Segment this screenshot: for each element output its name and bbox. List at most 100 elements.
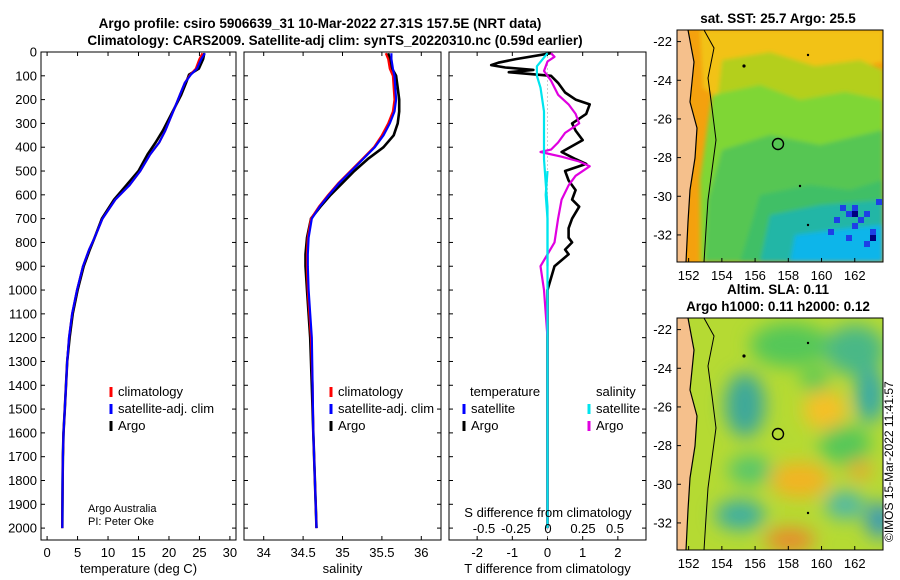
title-line-1: Argo profile: csiro 5906639_31 10-Mar-20… — [99, 16, 542, 31]
y-tick-label: 1500 — [8, 402, 37, 417]
y-tick-label: 1700 — [8, 449, 37, 464]
series-line-satellite-adj-clim — [61, 52, 206, 529]
sla-map-title-2: Argo h1000: 0.11 h2000: 0.12 — [686, 299, 870, 314]
argo-location-marker — [771, 427, 785, 441]
y-tick-label: 600 — [15, 187, 37, 202]
difference-panel: -2 -1 0 1 2T difference from climatology — [448, 51, 647, 576]
x-tick-label: 160 — [811, 556, 833, 571]
s-diff-ticks: -0.5 -0.25 0 0.25 0.5 — [473, 521, 624, 536]
series-line-salinity-argo — [539, 52, 591, 529]
y-tick-label: 1900 — [8, 497, 37, 512]
y-tick-label: 1400 — [8, 378, 37, 393]
y-tick-label: 500 — [15, 164, 37, 179]
australia-coast-land — [677, 318, 697, 550]
x-tick-label: 152 — [678, 556, 700, 571]
s-diff-axis-label: S difference from climatology — [464, 505, 632, 520]
s-tick: 0 — [544, 521, 551, 536]
x-tick-label: 25 — [192, 545, 206, 560]
y-tick-label: -24 — [653, 73, 672, 88]
s-tick: 0.25 — [570, 521, 595, 536]
x-tick-label: 1 — [579, 545, 586, 560]
y-tick-label: 800 — [15, 235, 37, 250]
s-tick: -0.5 — [473, 521, 495, 536]
x-tick-label: 160 — [811, 268, 833, 283]
x-tick-label: 158 — [777, 556, 799, 571]
sst-map — [677, 30, 883, 262]
y-tick-label: -26 — [653, 111, 672, 126]
legend-argo-label: Argo — [118, 418, 145, 433]
series-line-satellite-adj-clim — [306, 53, 398, 529]
s-tick: -0.25 — [501, 521, 531, 536]
x-axis-label: temperature (deg C) — [80, 561, 197, 576]
y-tick-label: -26 — [653, 399, 672, 414]
salinity-legend: climatology satellite-adj. clim Argo — [329, 384, 434, 433]
x-tick-label: 154 — [711, 556, 733, 571]
sst-map-axes: 152 154 156 158 160 162 -22 -24 -26 -28 -30 -32 — [653, 34, 865, 283]
legend-argo-label: Argo — [338, 418, 365, 433]
x-tick-label: -1 — [507, 545, 519, 560]
y-tick-label: -24 — [653, 361, 672, 376]
x-tick-label: 20 — [162, 545, 176, 560]
x-tick-label: 35.5 — [369, 545, 394, 560]
y-tick-label: -30 — [653, 477, 672, 492]
sla-map — [677, 318, 883, 550]
legend-temp-argo-label: Argo — [471, 418, 498, 433]
x-tick-label: 0 — [43, 545, 50, 560]
series-line-salinity-satellite — [544, 170, 549, 267]
difference-legend: temperature satellite Argo salinity sate… — [462, 384, 640, 433]
y-tick-label: 1100 — [9, 306, 37, 321]
y-tick-label: -22 — [653, 34, 672, 49]
y-tick-label: -22 — [653, 322, 672, 337]
plot-frame — [243, 51, 442, 541]
x-tick-label: 5 — [74, 545, 81, 560]
x-tick-label: 154 — [711, 268, 733, 283]
y-tick-label: 1300 — [8, 354, 37, 369]
australia-coast-land — [677, 30, 697, 262]
y-tick-label: -32 — [653, 227, 672, 242]
x-tick-label: -2 — [471, 545, 483, 560]
y-tick-label: -30 — [653, 189, 672, 204]
legend-satellite-label: satellite-adj. clim — [118, 401, 214, 416]
legend-climatology-label: climatology — [338, 384, 404, 399]
y-tick-label: 1800 — [8, 473, 37, 488]
legend-temp-satellite-label: satellite — [471, 401, 515, 416]
x-tick-label: 34 — [256, 545, 270, 560]
temperature-legend: climatology satellite-adj. clim Argo — [109, 384, 214, 433]
x-tick-label: 35 — [335, 545, 349, 560]
title-line-2: Climatology: CARS2009. Satellite-adj cli… — [87, 33, 582, 48]
legend-salinity-title: salinity — [596, 384, 636, 399]
y-tick-label: 900 — [15, 259, 37, 274]
credit-line-2: PI: Peter Oke — [88, 516, 154, 528]
x-tick-label: 162 — [844, 556, 866, 571]
y-tick-label: 1200 — [8, 330, 37, 345]
salinity-panel: 34 34.5 35 35.5 36 salinity — [243, 51, 442, 576]
y-tick-label: -28 — [653, 438, 672, 453]
y-tick-label: -32 — [653, 515, 672, 530]
s-tick: 0.5 — [606, 521, 624, 536]
timestamp: ©IMOS 15-Mar-2022 11:41:57 — [882, 381, 896, 542]
x-tick-label: 152 — [678, 268, 700, 283]
y-tick-label: -28 — [653, 150, 672, 165]
x-axis-label: T difference from climatology — [464, 561, 631, 576]
argo-location-marker — [771, 137, 785, 151]
x-tick-label: 156 — [744, 556, 766, 571]
y-tick-label: 200 — [15, 92, 37, 107]
x-axis-label: salinity — [323, 561, 363, 576]
plot-frame — [40, 51, 237, 541]
y-tick-label: 300 — [15, 116, 37, 131]
y-tick-label: 2000 — [8, 521, 37, 536]
x-tick-label: 156 — [744, 268, 766, 283]
y-tick-label: 700 — [15, 211, 37, 226]
sla-map-axes: 152 154 156 158 160 162 -22 -24 -26 -28 -30 -32 — [653, 322, 865, 571]
legend-sal-argo-label: Argo — [596, 418, 623, 433]
x-tick-label: 36 — [414, 545, 428, 560]
x-tick-label: 15 — [131, 545, 145, 560]
sla-map-title-1: Altim. SLA: 0.11 — [727, 282, 830, 297]
x-tick-label: 2 — [614, 545, 621, 560]
credit-line-1: Argo Australia — [88, 503, 157, 515]
temperature-panel: 0100200300400500600700800900100011001200… — [8, 45, 237, 577]
legend-climatology-label: climatology — [118, 384, 184, 399]
y-tick-label: 400 — [15, 140, 37, 155]
y-tick-label: 100 — [15, 68, 37, 83]
